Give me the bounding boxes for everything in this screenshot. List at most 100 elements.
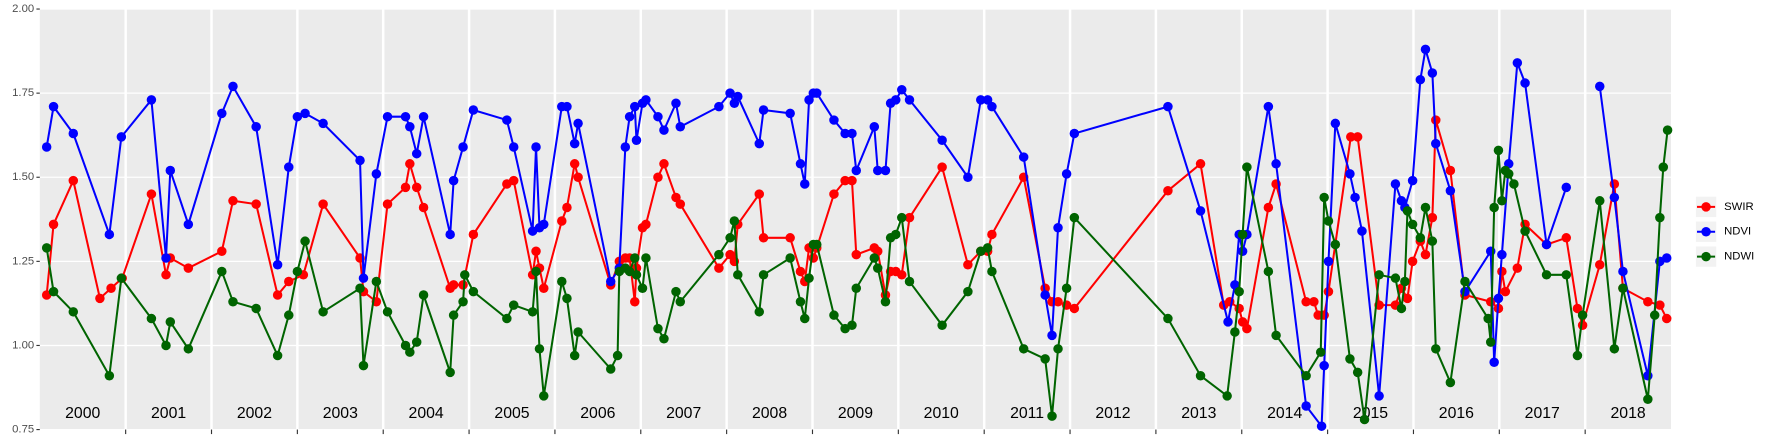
data-point <box>1609 179 1620 189</box>
data-point <box>458 280 468 290</box>
data-point <box>1541 239 1552 250</box>
data-point <box>228 81 238 92</box>
data-point <box>1345 169 1355 179</box>
data-point <box>795 296 806 307</box>
data-point <box>1445 165 1456 176</box>
data-point <box>531 246 541 257</box>
data-point <box>800 313 810 324</box>
data-point <box>653 323 663 334</box>
data-point <box>1222 391 1232 401</box>
data-point <box>869 122 880 132</box>
data-point <box>41 243 52 253</box>
data-point <box>48 286 59 297</box>
y-tick-label: 1.25 <box>12 255 34 267</box>
data-point <box>1649 310 1660 320</box>
data-point <box>445 229 455 240</box>
data-point <box>1223 317 1233 327</box>
data-point <box>411 148 422 159</box>
data-point <box>1230 327 1240 337</box>
data-point <box>1497 249 1507 260</box>
year-label: 2007 <box>666 405 701 422</box>
year-label: 2011 <box>1010 405 1044 422</box>
data-point <box>1572 303 1583 314</box>
data-point <box>754 189 765 199</box>
data-point <box>458 296 468 307</box>
data-point <box>851 165 862 176</box>
data-point <box>1018 344 1029 354</box>
data-point <box>569 350 580 361</box>
data-point <box>641 219 651 230</box>
data-point <box>963 259 973 270</box>
y-tick-label: 1.50 <box>12 171 34 183</box>
data-point <box>675 296 686 307</box>
data-point <box>165 317 176 327</box>
data-point <box>1040 290 1050 300</box>
data-point <box>851 249 862 260</box>
data-point <box>624 111 635 122</box>
data-point <box>851 283 862 294</box>
year-label: 2018 <box>1611 405 1646 422</box>
data-point <box>976 95 986 105</box>
data-point <box>183 219 194 230</box>
data-point <box>1509 179 1519 189</box>
data-point <box>1618 266 1628 277</box>
data-point <box>733 91 743 102</box>
data-point <box>605 364 616 374</box>
data-point <box>106 283 116 294</box>
data-point <box>631 270 642 280</box>
data-point <box>612 350 623 361</box>
data-point <box>95 293 105 304</box>
data-point <box>161 340 171 351</box>
data-point <box>987 101 997 112</box>
data-point <box>468 286 479 297</box>
data-point <box>1427 212 1438 223</box>
data-point <box>1541 270 1552 280</box>
data-point <box>318 199 328 209</box>
data-point <box>460 270 470 280</box>
data-point <box>1040 354 1050 364</box>
data-point <box>1493 293 1504 304</box>
data-point <box>987 229 997 240</box>
data-point <box>937 162 947 172</box>
data-point <box>1497 266 1507 277</box>
data-point <box>1195 206 1206 216</box>
data-point <box>405 347 415 357</box>
year-label: 2001 <box>151 405 186 422</box>
data-point <box>637 283 648 294</box>
legend-marker <box>1701 202 1711 212</box>
data-point <box>937 135 947 145</box>
data-point <box>418 290 429 300</box>
data-point <box>1493 145 1504 156</box>
data-point <box>116 132 127 142</box>
data-point <box>1420 44 1431 55</box>
data-point <box>502 115 512 125</box>
data-point <box>872 263 883 273</box>
data-point <box>729 216 740 226</box>
data-point <box>405 122 415 132</box>
data-point <box>758 105 769 115</box>
data-point <box>733 270 743 280</box>
data-point <box>527 307 538 317</box>
data-point <box>1427 236 1438 246</box>
data-point <box>1512 58 1523 68</box>
data-point <box>358 273 369 283</box>
data-point <box>1374 391 1384 401</box>
data-point <box>68 307 79 317</box>
data-point <box>754 307 765 317</box>
data-point <box>982 243 993 253</box>
data-point <box>562 101 572 112</box>
data-point <box>418 111 429 122</box>
data-point <box>1234 303 1244 314</box>
data-point <box>1658 162 1669 172</box>
data-point <box>1497 196 1507 206</box>
data-point <box>539 283 549 294</box>
data-point <box>1561 182 1572 193</box>
data-point <box>1263 266 1274 277</box>
data-point <box>418 202 429 213</box>
data-point <box>272 290 283 300</box>
data-point <box>1345 354 1355 364</box>
data-point <box>808 253 819 263</box>
data-point <box>880 296 891 307</box>
data-point <box>508 142 519 152</box>
data-point <box>1489 357 1499 368</box>
